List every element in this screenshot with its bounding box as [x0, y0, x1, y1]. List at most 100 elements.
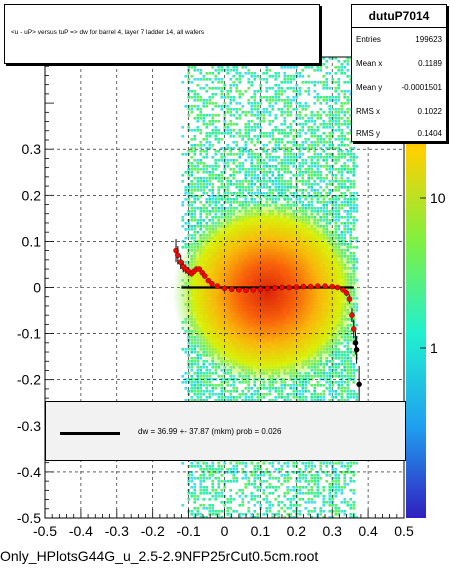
heatmap-cell: [241, 150, 245, 153]
heatmap-cell: [301, 195, 305, 198]
heatmap-cell: [292, 390, 296, 393]
heatmap-cell: [349, 147, 353, 150]
heatmap-cell: [199, 372, 203, 375]
heatmap-cell: [334, 381, 338, 384]
heatmap-cell: [250, 114, 254, 117]
heatmap-cell: [328, 153, 332, 156]
heatmap-cell: [352, 192, 356, 195]
heatmap-cell: [199, 141, 203, 144]
heatmap-cell: [193, 117, 197, 120]
heatmap-cell: [229, 90, 233, 93]
heatmap-cell: [304, 159, 308, 162]
heatmap-cell: [340, 369, 344, 372]
heatmap-cell: [352, 180, 356, 183]
heatmap-cell: [343, 153, 347, 156]
heatmap-cell: [325, 81, 329, 84]
heatmap-cell: [247, 102, 251, 105]
heatmap-cell: [283, 99, 287, 102]
heatmap-cell: [292, 387, 296, 390]
heatmap-cell: [334, 81, 338, 84]
heatmap-cell: [313, 156, 317, 159]
heatmap-cell: [247, 153, 251, 156]
heatmap-cell: [256, 108, 260, 111]
heatmap-cell: [322, 120, 326, 123]
heatmap-cell: [229, 129, 233, 132]
heatmap-cell: [211, 156, 215, 159]
heatmap-cell: [205, 216, 209, 219]
heatmap-cell: [193, 135, 197, 138]
heatmap-cell: [235, 117, 239, 120]
heatmap-cell: [262, 72, 266, 75]
heatmap-cell: [193, 207, 197, 210]
heatmap-cell: [211, 165, 215, 168]
heatmap-cell: [331, 375, 335, 378]
heatmap-cell: [262, 183, 266, 186]
heatmap-cell: [316, 174, 320, 177]
heatmap-cell: [331, 219, 335, 222]
heatmap-cell: [343, 180, 347, 183]
heatmap-cell: [283, 387, 287, 390]
heatmap-cell: [205, 369, 209, 372]
heatmap-cell: [205, 171, 209, 174]
heatmap-cell: [196, 387, 200, 390]
heatmap-cell: [331, 144, 335, 147]
heatmap-cell: [202, 366, 206, 369]
heatmap-cell: [241, 399, 245, 402]
heatmap-cell: [190, 360, 194, 363]
heatmap-cell: [334, 147, 338, 150]
heatmap-cell: [283, 399, 287, 402]
heatmap-cell: [220, 171, 224, 174]
heatmap-cell: [334, 102, 338, 105]
heatmap-cell: [253, 75, 257, 78]
heatmap-cell: [220, 399, 224, 402]
heatmap-cell: [346, 351, 350, 354]
heatmap-cell: [331, 399, 335, 402]
heatmap-cell: [292, 393, 296, 396]
heatmap-cell: [319, 378, 323, 381]
heatmap-cell: [199, 96, 203, 99]
heatmap-cell: [199, 375, 203, 378]
heatmap-cell: [328, 114, 332, 117]
heatmap-cell: [199, 180, 203, 183]
heatmap-cell: [238, 129, 242, 132]
heatmap-cell: [184, 105, 188, 108]
heatmap-cell: [247, 387, 251, 390]
heatmap-cell: [208, 180, 212, 183]
heatmap-cell: [184, 171, 188, 174]
heatmap-cell: [184, 237, 188, 240]
heatmap-cell: [280, 108, 284, 111]
heatmap-cell: [232, 381, 236, 384]
heatmap-cell: [250, 141, 254, 144]
heatmap-cell: [343, 186, 347, 189]
heatmap-cell: [268, 120, 272, 123]
heatmap-cell: [220, 375, 224, 378]
heatmap-cell: [295, 396, 299, 399]
heatmap-cell: [259, 171, 263, 174]
heatmap-cell: [340, 387, 344, 390]
heatmap-cell: [256, 138, 260, 141]
heatmap-cell: [262, 171, 266, 174]
heatmap-cell: [241, 189, 245, 192]
heatmap-cell: [196, 357, 200, 360]
heatmap-cell: [259, 192, 263, 195]
heatmap-cell: [352, 393, 356, 396]
heatmap-cell: [253, 126, 257, 129]
heatmap-cell: [181, 204, 185, 207]
heatmap-cell: [271, 150, 275, 153]
heatmap-cell: [232, 201, 236, 204]
heatmap-cell: [190, 174, 194, 177]
heatmap-cell: [247, 132, 251, 135]
heatmap-cell: [271, 174, 275, 177]
heatmap-cell: [259, 111, 263, 114]
heatmap-cell: [274, 96, 278, 99]
heatmap-cell: [325, 84, 329, 87]
heatmap-cell: [208, 72, 212, 75]
heatmap-cell: [217, 399, 221, 402]
heatmap-cell: [304, 396, 308, 399]
heatmap-cell: [334, 372, 338, 375]
heatmap-cell: [322, 204, 326, 207]
heatmap-cell: [262, 195, 266, 198]
heatmap-cell: [235, 195, 239, 198]
heatmap-cell: [220, 108, 224, 111]
heatmap-cell: [283, 165, 287, 168]
